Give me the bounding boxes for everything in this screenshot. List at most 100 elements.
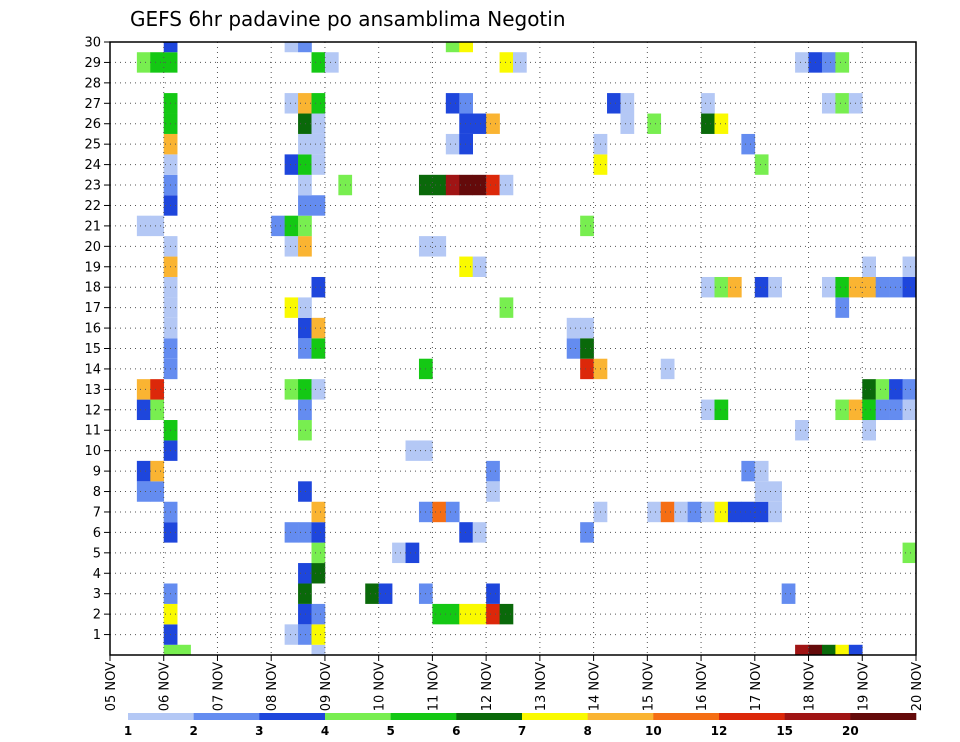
y-tick-label: 24 [84, 158, 101, 173]
y-tick-label: 27 [84, 97, 101, 112]
y-tick-label: 25 [84, 138, 101, 153]
precip-cell [459, 133, 473, 155]
precip-cell [499, 297, 514, 318]
precip-cell [754, 276, 769, 298]
precip-cell [405, 542, 420, 564]
precip-cell [821, 644, 836, 655]
y-tick-label: 21 [84, 219, 101, 234]
precip-cell [835, 644, 850, 655]
precip-cell [136, 52, 151, 73]
colorbar-label: 7 [518, 724, 526, 738]
precip-cell [150, 52, 165, 73]
precip-cell [445, 42, 460, 53]
precip-cell [311, 624, 326, 645]
precip-cell [795, 644, 809, 655]
y-tick-label: 9 [93, 465, 101, 480]
precip-cell [821, 52, 836, 73]
precip-cell [620, 113, 635, 134]
precip-cell [835, 52, 850, 73]
x-tick-label: 13 NOV [534, 662, 549, 711]
colorbar-swatch [850, 713, 917, 720]
y-tick-label: 10 [84, 444, 101, 459]
y-tick-label: 11 [84, 424, 101, 439]
precip-cell [298, 522, 312, 543]
precip-cell [714, 276, 729, 298]
colorbar: 1 2 3 4 5 6 7 8 10 12 15 20 [124, 713, 917, 738]
precip-cell [701, 501, 715, 523]
precip-cell [741, 133, 756, 155]
precip-cell [486, 603, 500, 625]
precip-cell [902, 256, 917, 277]
precip-cell [298, 133, 312, 155]
x-tick-label: 07 NOV [211, 662, 226, 711]
colorbar-swatch [193, 713, 260, 720]
precip-cell [150, 460, 165, 482]
grid-lines [110, 41, 916, 655]
precip-cell [862, 256, 876, 277]
precip-cell [284, 154, 299, 175]
precip-cell [875, 399, 890, 421]
precip-cell [459, 113, 473, 134]
precip-cell [566, 338, 581, 359]
precip-cell [311, 113, 326, 134]
precip-cell [459, 256, 473, 277]
precip-cell [741, 460, 756, 482]
precip-cell [714, 399, 729, 421]
x-tick-label: 12 NOV [480, 662, 495, 711]
precip-cell [284, 522, 299, 543]
x-tick-label: 20 NOV [910, 662, 925, 711]
precip-cell [754, 460, 769, 482]
colorbar-label: 2 [189, 724, 197, 738]
precip-cell [486, 481, 500, 502]
precip-cell [472, 113, 487, 134]
precip-cell [284, 297, 299, 318]
y-tick-label: 3 [93, 587, 101, 602]
colorbar-label: 10 [645, 724, 662, 738]
precip-cell [835, 93, 850, 114]
precip-cell [298, 603, 312, 625]
precip-cell [754, 154, 769, 175]
x-tick-label: 14 NOV [588, 662, 603, 711]
precip-cell [701, 113, 715, 134]
precip-cell [311, 154, 326, 175]
x-tick-label: 06 NOV [158, 662, 173, 711]
precip-cell [298, 338, 312, 359]
precip-cell [298, 195, 312, 216]
y-tick-label: 12 [84, 403, 101, 418]
precip-cell [298, 583, 312, 604]
colorbar-label: 5 [386, 724, 394, 738]
y-tick-label: 19 [84, 260, 101, 275]
y-tick-label: 15 [84, 342, 101, 357]
precip-cell [472, 522, 487, 543]
precip-cell [284, 379, 299, 400]
x-tick-label: 17 NOV [749, 662, 764, 711]
precip-cell [311, 93, 326, 114]
precip-cell [284, 93, 299, 114]
precip-cell [620, 93, 635, 114]
precip-cell [701, 399, 715, 421]
precip-cell [459, 42, 473, 53]
precip-cell [754, 501, 769, 523]
colorbar-swatch [128, 713, 194, 720]
precip-cell [445, 174, 460, 196]
precip-cell [311, 195, 326, 216]
x-tick-label: 19 NOV [856, 662, 871, 711]
y-tick-label: 28 [84, 76, 101, 91]
precip-cell [445, 501, 460, 523]
precip-cell [311, 603, 326, 625]
precip-cell [163, 644, 178, 655]
precip-cell [862, 399, 876, 421]
precip-cell [848, 644, 863, 655]
precip-cell [875, 276, 890, 298]
precip-cell [459, 174, 473, 196]
precip-cell [405, 440, 420, 461]
y-tick-label: 26 [84, 117, 101, 132]
y-tick-label: 23 [84, 179, 101, 194]
precip-cell [714, 113, 729, 134]
x-tick-label: 15 NOV [641, 662, 656, 711]
precip-cell [459, 522, 473, 543]
precip-cell [486, 174, 500, 196]
colorbar-swatch [784, 713, 851, 720]
precip-cell [150, 399, 165, 421]
colorbar-swatch [325, 713, 391, 720]
